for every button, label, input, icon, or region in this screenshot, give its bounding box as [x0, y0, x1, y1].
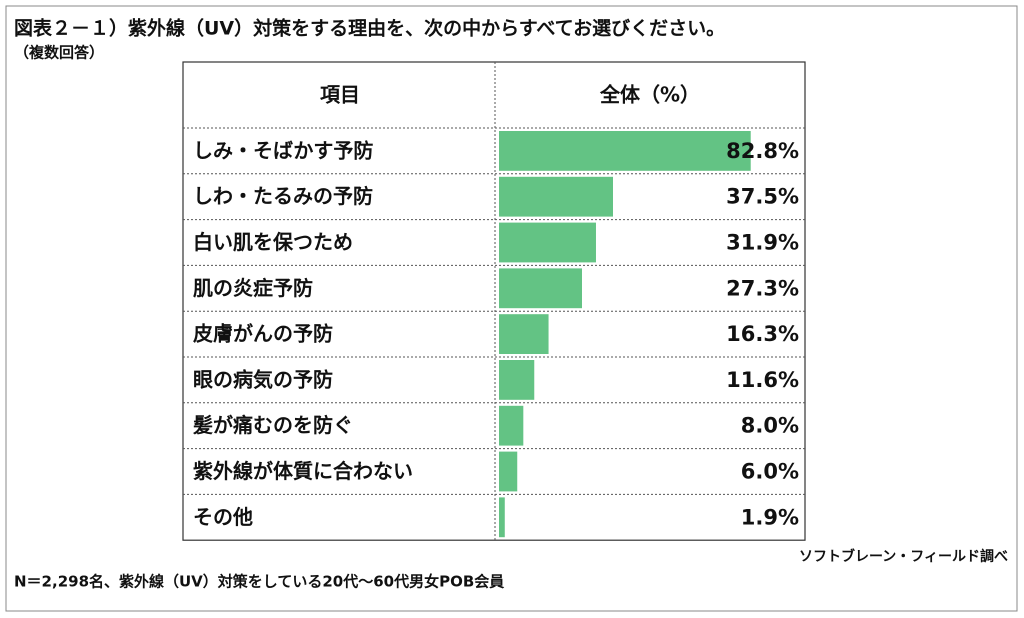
- value-label: 82.8%: [726, 139, 799, 163]
- column-header: 全体（%）: [599, 83, 700, 107]
- value-label: 16.3%: [726, 322, 799, 346]
- value-label: 8.0%: [741, 414, 799, 438]
- category-label: 皮膚がんの予防: [193, 322, 333, 346]
- column-header: 項目: [320, 83, 360, 107]
- category-label: 肌の炎症予防: [193, 276, 313, 300]
- bar: [499, 222, 596, 263]
- category-label: 髪が痛むのを防ぐ: [192, 413, 353, 437]
- value-label: 31.9%: [726, 231, 799, 255]
- bar: [499, 451, 518, 492]
- category-label: しみ・そばかす予防: [193, 138, 373, 162]
- source: ソフトブレーン・フィールド調べ: [799, 548, 1008, 565]
- bar: [499, 176, 613, 217]
- bar: [499, 405, 524, 446]
- value-label: 1.9%: [741, 505, 799, 529]
- value-label: 6.0%: [741, 460, 799, 484]
- category-label: 紫外線が体質に合わない: [193, 459, 413, 483]
- category-label: しわ・たるみの予防: [193, 184, 373, 208]
- bar: [499, 314, 549, 354]
- note: N＝2,298名、紫外線（UV）対策をしている20代～60代男女POB会員: [14, 573, 504, 591]
- value-label: 27.3%: [726, 276, 799, 300]
- category-label: 白い肌を保つため: [193, 230, 353, 254]
- chart-title: 図表２－１）紫外線（UV）対策をする理由を、次の中からすべてお選びください。: [14, 17, 725, 40]
- chart-subtitle: （複数回答）: [14, 44, 104, 62]
- bar: [499, 497, 505, 538]
- bar: [499, 268, 582, 309]
- category-label: 眼の病気の予防: [193, 367, 333, 391]
- value-label: 11.6%: [726, 368, 799, 392]
- bar: [499, 131, 751, 171]
- value-label: 37.5%: [726, 185, 799, 209]
- category-label: その他: [193, 505, 253, 529]
- frame: [5, 5, 1018, 612]
- bar: [499, 360, 535, 400]
- table-border: [182, 61, 806, 541]
